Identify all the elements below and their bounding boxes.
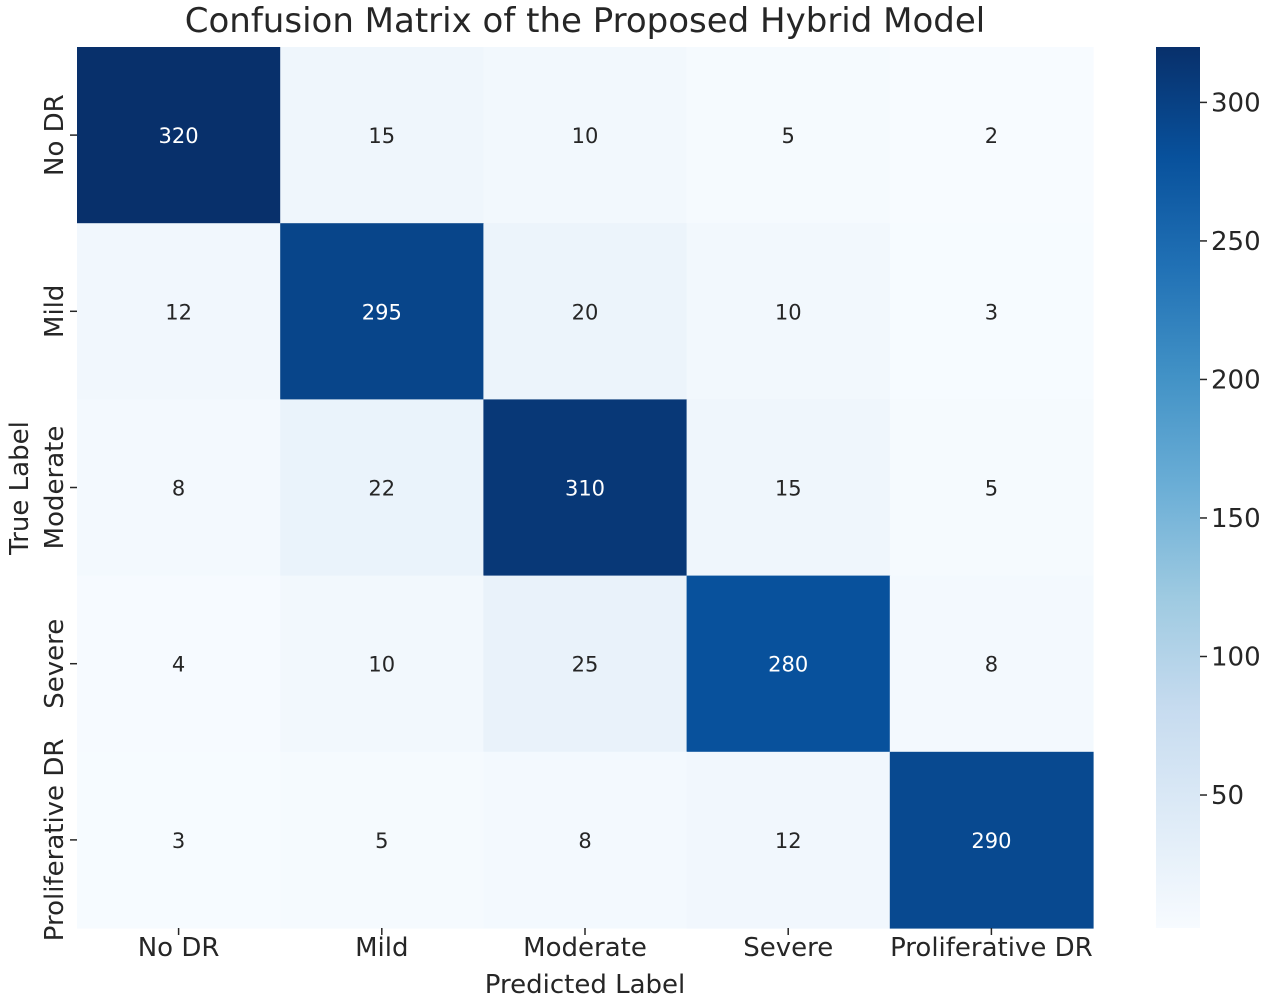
cell-value-label: 10	[368, 653, 395, 677]
cell-value-label: 320	[159, 124, 199, 148]
x-tick-label: No DR	[138, 933, 220, 963]
x-tick-label: Proliferative DR	[890, 933, 1093, 963]
heatmap-cell	[280, 223, 484, 400]
heatmap-cell	[280, 751, 484, 929]
y-axis-ticks: No DR Mild Moderate Severe Proliferative DR	[40, 94, 77, 941]
cell-value-label: 10	[775, 300, 802, 324]
heatmap-cell	[483, 751, 688, 929]
y-tick-label: Proliferative DR	[40, 739, 70, 942]
cell-value-label: 2	[985, 124, 998, 148]
heatmap-cell	[889, 47, 1094, 224]
colorbar: 50 100 150 200 250 300	[1156, 47, 1261, 928]
heatmap-cell	[686, 47, 891, 224]
heatmap-cell	[483, 575, 688, 753]
colorbar-tick-label: 300	[1211, 88, 1261, 118]
cell-value-label: 12	[775, 829, 802, 853]
cell-labels: 320 15 10 5 2 12 295 20 10 3 8 22 310 15 5 4 10 25 280 8 3 5 8…	[159, 124, 1012, 853]
heatmap-cell	[686, 399, 891, 577]
colorbar-tick-label: 50	[1211, 781, 1244, 811]
heatmap-cell	[889, 223, 1094, 400]
cell-value-label: 5	[782, 124, 795, 148]
heatmap-cell	[686, 751, 891, 929]
y-tick-label: Moderate	[40, 426, 70, 550]
heatmap-cell	[686, 575, 891, 753]
cell-value-label: 3	[172, 829, 185, 853]
cell-value-label: 15	[368, 124, 395, 148]
cell-value-label: 280	[768, 653, 808, 677]
heatmap-cell	[77, 47, 281, 224]
cell-value-label: 4	[172, 653, 185, 677]
cell-value-label: 290	[971, 829, 1011, 853]
cell-value-label: 22	[368, 477, 395, 501]
x-tick-label: Moderate	[523, 933, 647, 963]
colorbar-tick-label: 200	[1211, 365, 1261, 395]
y-tick-label: Mild	[40, 285, 70, 338]
colorbar-tick-label: 150	[1211, 504, 1261, 534]
x-tick-label: Severe	[743, 933, 833, 963]
cell-value-label: 20	[572, 300, 599, 324]
y-axis-label: True Label	[5, 421, 35, 556]
cell-value-label: 310	[565, 477, 605, 501]
cell-value-label: 8	[578, 829, 591, 853]
heatmap-cell	[77, 575, 281, 753]
cell-value-label: 10	[572, 124, 599, 148]
cell-value-label: 5	[375, 829, 388, 853]
heatmap-cell	[686, 223, 891, 400]
colorbar-ticks: 50 100 150 200 250 300	[1200, 88, 1261, 811]
colorbar-gradient	[1156, 47, 1200, 928]
x-tick-label: Mild	[355, 933, 408, 963]
colorbar-tick-label: 250	[1211, 227, 1261, 257]
chart-title: Confusion Matrix of the Proposed Hybrid …	[185, 1, 985, 41]
cell-value-label: 5	[985, 477, 998, 501]
heatmap-cell	[483, 399, 688, 577]
cell-value-label: 15	[775, 477, 802, 501]
cell-value-label: 3	[985, 300, 998, 324]
heatmap-cell	[483, 47, 688, 224]
heatmap-cell	[77, 399, 281, 577]
heatmap-cell	[280, 399, 484, 577]
x-axis-label: Predicted Label	[485, 970, 685, 999]
heatmap-cell	[483, 223, 688, 400]
heatmap-cell	[280, 575, 484, 753]
cell-value-label: 8	[985, 653, 998, 677]
y-tick-label: No DR	[40, 94, 70, 176]
colorbar-tick-label: 100	[1211, 642, 1261, 672]
heatmap-cell	[889, 575, 1094, 753]
cell-value-label: 295	[362, 300, 402, 324]
heatmap-cell	[77, 751, 281, 929]
heatmap-cell	[77, 223, 281, 400]
x-axis-ticks: No DR Mild Moderate Severe Proliferative DR	[138, 928, 1093, 963]
y-tick-label: Severe	[40, 619, 70, 709]
heatmap-cell	[889, 751, 1094, 929]
heatmap-cell	[889, 399, 1094, 577]
cell-value-label: 12	[165, 300, 192, 324]
heatmap-cell	[280, 47, 484, 224]
cell-value-label: 8	[172, 477, 185, 501]
cell-value-label: 25	[572, 653, 599, 677]
heatmap-cells	[77, 47, 1094, 929]
